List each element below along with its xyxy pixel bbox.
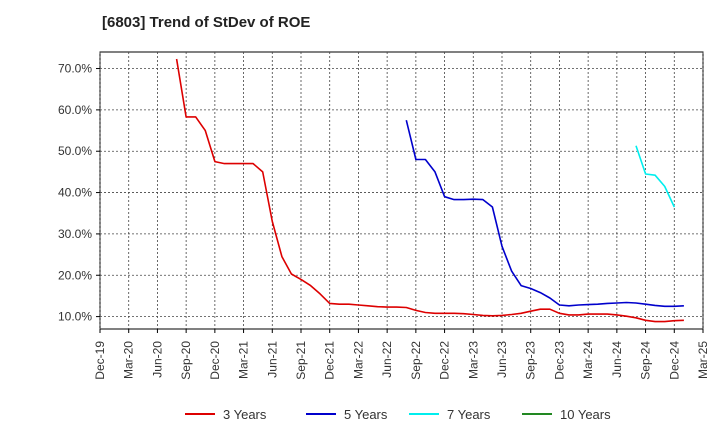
y-tick-label: 40.0% bbox=[58, 186, 92, 200]
legend-label-7-years: 7 Years bbox=[447, 407, 491, 422]
x-tick-label: Dec-22 bbox=[438, 341, 452, 380]
x-tick-label: Mar-25 bbox=[696, 341, 710, 379]
series-line-7-years bbox=[635, 145, 676, 208]
x-tick-label: Sep-20 bbox=[179, 341, 193, 380]
x-tick-label: Dec-20 bbox=[208, 341, 222, 380]
x-tick-label: Mar-23 bbox=[466, 341, 480, 379]
x-tick-label: Dec-24 bbox=[667, 341, 681, 380]
x-tick-label: Jun-22 bbox=[380, 341, 394, 378]
x-tick-label: Jun-21 bbox=[265, 341, 279, 378]
x-tick-label: Sep-22 bbox=[409, 341, 423, 380]
plot-area bbox=[99, 51, 704, 330]
legend-label-3-years: 3 Years bbox=[223, 407, 267, 422]
x-tick-label: Mar-22 bbox=[351, 341, 365, 379]
legend-label-10-years: 10 Years bbox=[560, 407, 611, 422]
x-tick-label: Sep-24 bbox=[639, 341, 653, 380]
x-tick-label: Jun-20 bbox=[150, 341, 164, 378]
y-tick-label: 50.0% bbox=[58, 144, 92, 158]
series-line-3-years bbox=[175, 58, 684, 323]
x-tick-label: Dec-19 bbox=[93, 341, 107, 380]
y-tick-layer: 10.0% 20.0% 30.0% 40.0% 50.0% 60.0% 70.0% bbox=[58, 62, 100, 324]
chart-title: [6803] Trend of StDev of ROE bbox=[102, 14, 311, 31]
y-tick-label: 60.0% bbox=[58, 103, 92, 117]
legend: 3 Years 5 Years 7 Years 10 Years bbox=[185, 407, 611, 422]
y-tick-label: 70.0% bbox=[58, 62, 92, 76]
x-tick-label: Mar-20 bbox=[122, 341, 136, 379]
x-tick-label: Jun-24 bbox=[610, 341, 624, 378]
x-tick-label: Mar-24 bbox=[581, 341, 595, 379]
x-tick-label: Mar-21 bbox=[237, 341, 251, 379]
legend-label-5-years: 5 Years bbox=[344, 407, 388, 422]
series-layer bbox=[175, 58, 684, 323]
x-tick-label: Jun-23 bbox=[495, 341, 509, 378]
x-tick-layer: Dec-19 Mar-20 Jun-20 Sep-20 Dec-20 Mar-21 Jun-… bbox=[93, 329, 710, 380]
y-tick-label: 10.0% bbox=[58, 310, 92, 324]
y-tick-label: 30.0% bbox=[58, 227, 92, 241]
x-tick-label: Dec-21 bbox=[323, 341, 337, 380]
x-tick-label: Sep-21 bbox=[294, 341, 308, 380]
series-line-5-years bbox=[405, 120, 684, 308]
x-tick-label: Dec-23 bbox=[552, 341, 566, 380]
grid-layer bbox=[99, 52, 704, 329]
x-tick-label: Sep-23 bbox=[524, 341, 538, 380]
y-tick-label: 20.0% bbox=[58, 268, 92, 282]
